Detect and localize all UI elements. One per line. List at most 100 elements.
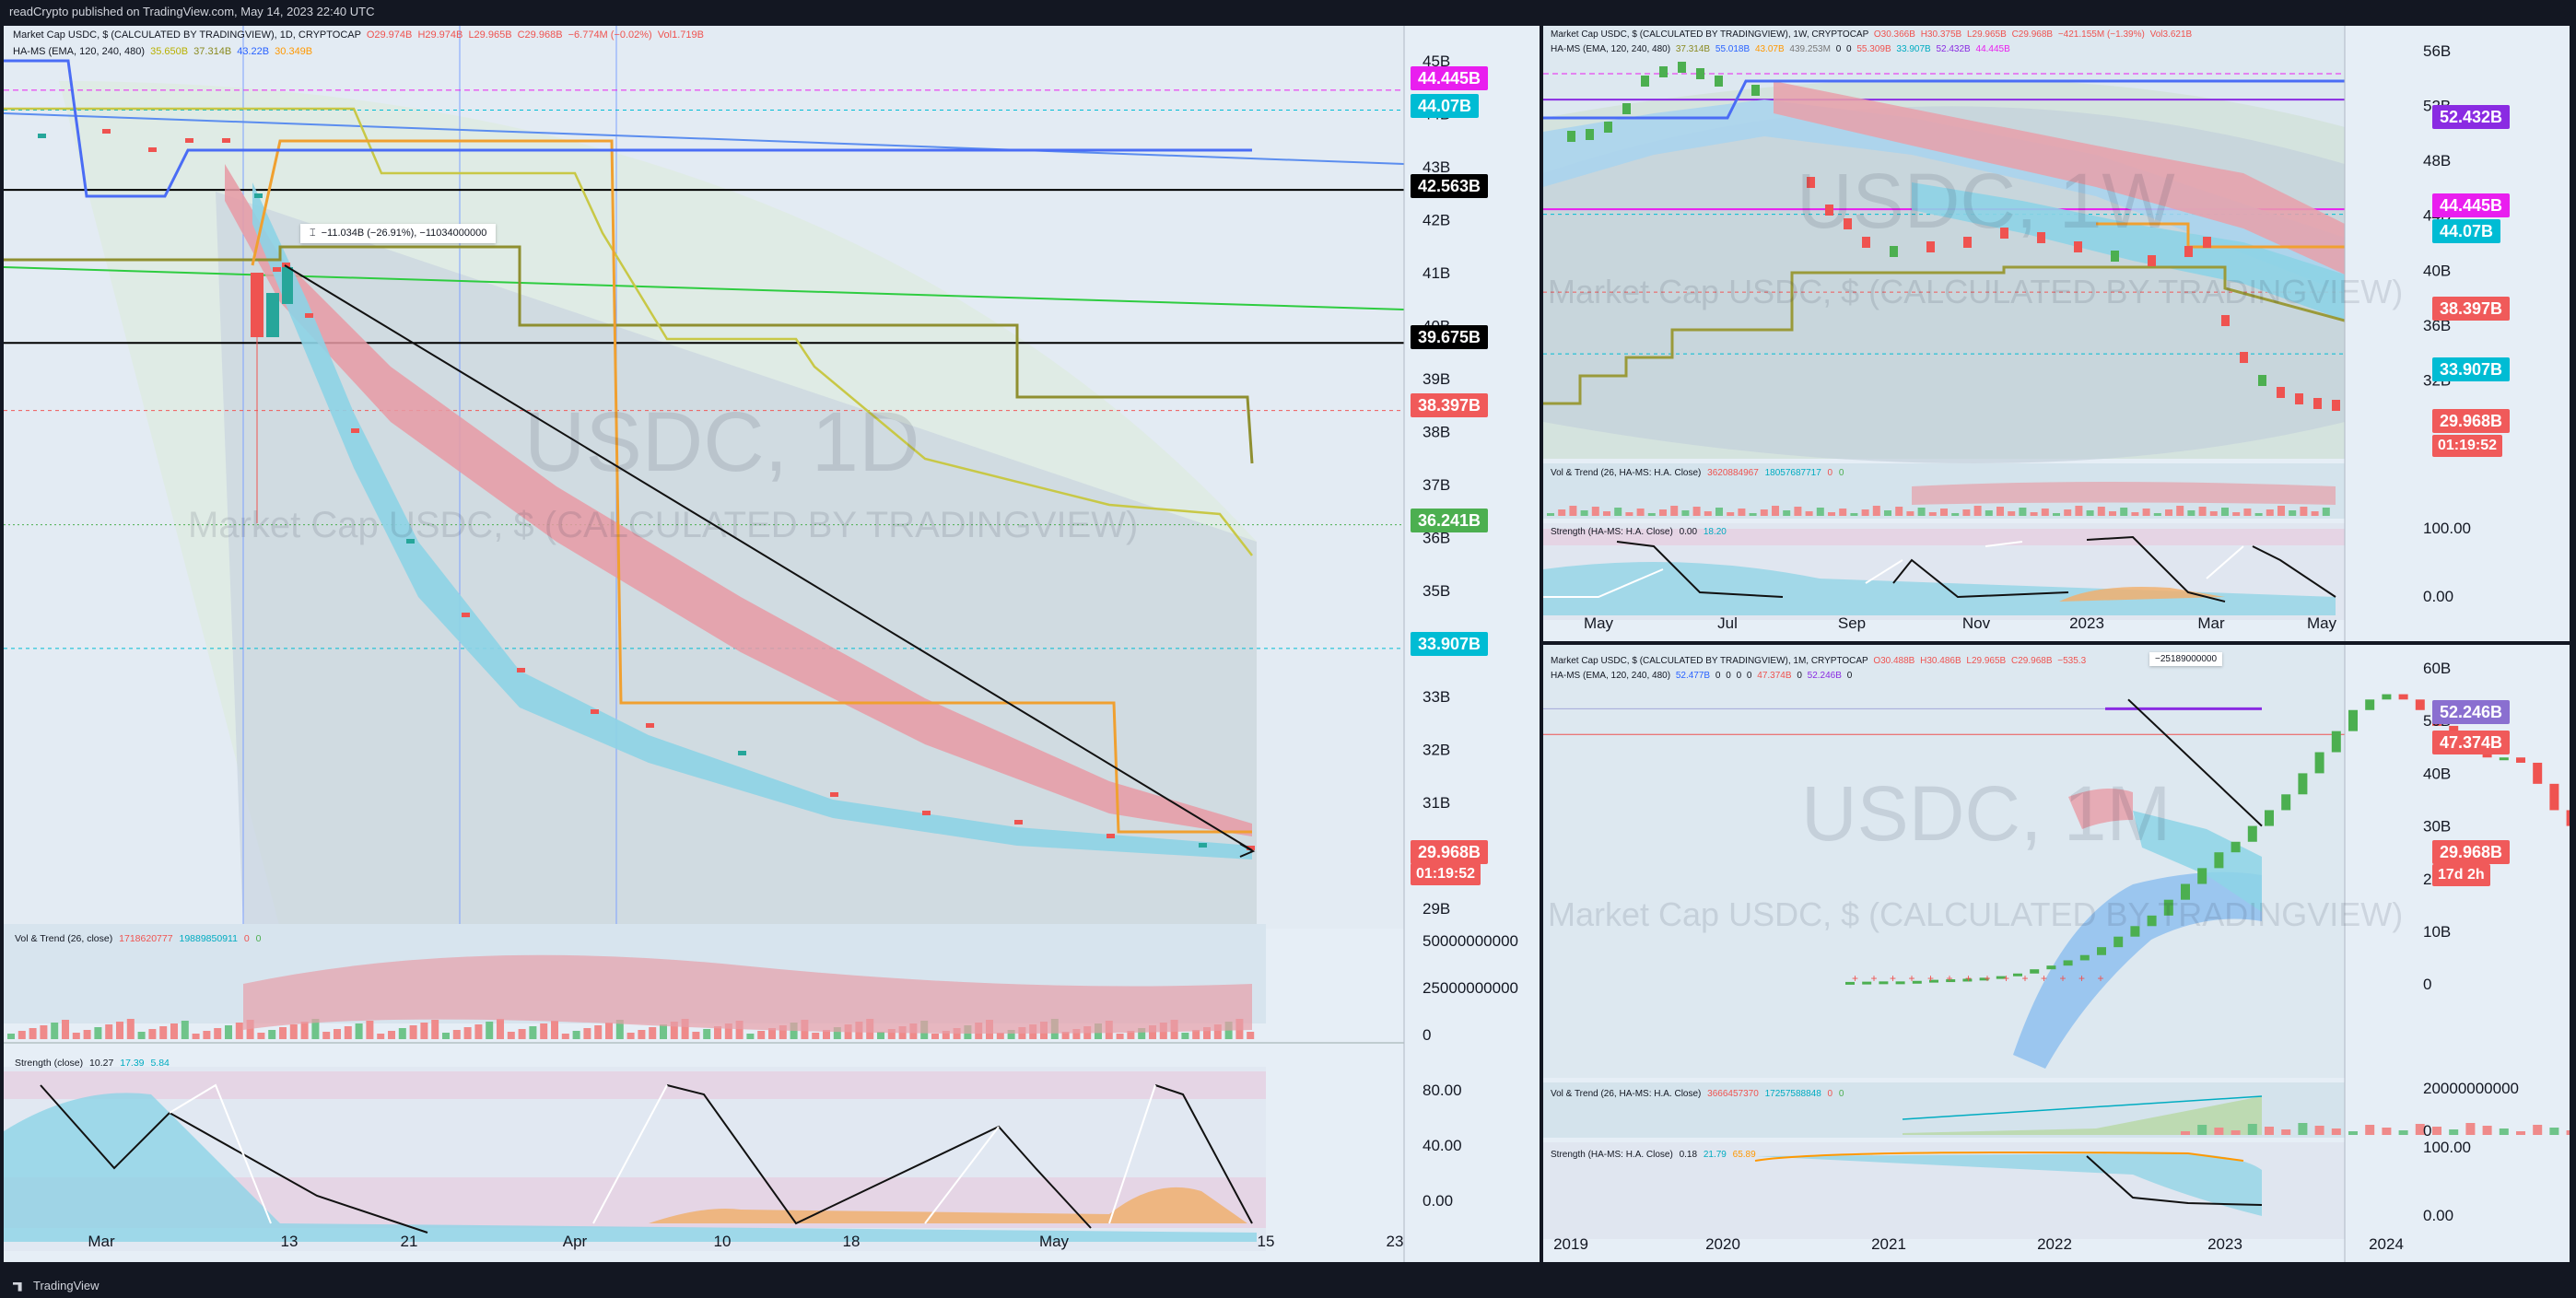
daily-vol-bar [551, 1021, 558, 1039]
daily-measure-tooltip: ⌶ −11.034B (−26.91%), −11034000000 [300, 224, 497, 243]
weekly-vol-bar [1704, 511, 1712, 516]
daily-time-axis-label: 21 [401, 1233, 418, 1250]
daily-price-axis-label: 43B [1423, 158, 1450, 176]
weekly-time-axis-label: Nov [1962, 614, 1991, 632]
monthly-vol-bar [2314, 1126, 2324, 1135]
daily-vol-bar [344, 1026, 352, 1039]
monthly-marker: + [2022, 972, 2029, 985]
weekly-vol-bar [2300, 507, 2308, 516]
daily-vol-bar [887, 1029, 896, 1039]
monthly-price-axis-label: 30B [2423, 818, 2451, 836]
monthly-price-tag: 47.374B [2432, 731, 2511, 754]
daily-vol-bar [996, 1033, 1004, 1039]
monthly-ohlc-header: Market Cap USDC, $ (CALCULATED BY TRADIN… [1551, 656, 2087, 666]
weekly-chart-svg[interactable]: 56B52B48B44B40B36B32B100.000.00MayJulSep… [1543, 26, 2570, 641]
daily-vol-bar [812, 1033, 820, 1039]
monthly-candle [2331, 731, 2341, 753]
monthly-vol-band [1903, 1096, 2262, 1135]
weekly-chart-panel[interactable]: 56B52B48B44B40B36B32B100.000.00MayJulSep… [1543, 26, 2570, 641]
daily-time-axis-label: 10 [714, 1233, 732, 1250]
weekly-vol-bar [1636, 509, 1645, 516]
weekly-vol-bar [2131, 512, 2139, 516]
weekly-price-axis-label: 36B [2423, 317, 2451, 334]
daily-vol-bar [757, 1031, 766, 1039]
tradingview-footer: TradingView [0, 1273, 2576, 1298]
daily-vol-bar [279, 1027, 287, 1039]
weekly-strength-legend: Strength (HA-MS: H.A. Close) 0.00 18.20 [1551, 527, 1727, 537]
daily-chart-svg[interactable]: 45B44B43B42B41B40B39B38B37B36B35B34B33B3… [4, 26, 1540, 1262]
weekly-candle [2221, 315, 2230, 326]
daily-candle [282, 267, 293, 304]
monthly-marker: + [1947, 972, 1953, 985]
monthly-marker: + [1985, 972, 1991, 985]
weekly-countdown: 01:19:52 [2432, 435, 2503, 457]
weekly-ohlc-header: Market Cap USDC, $ (CALCULATED BY TRADIN… [1551, 29, 2193, 40]
published-header: readCrypto published on TradingView.com,… [0, 0, 2576, 24]
weekly-cyan-ribbon [1912, 182, 2345, 321]
weekly-red-ribbon [1774, 81, 2345, 275]
daily-candle [1014, 820, 1023, 824]
monthly-candle [2197, 868, 2207, 884]
daily-price-tag: 29.968B [1411, 840, 1489, 864]
daily-vol-bar [779, 1025, 787, 1039]
weekly-vol-bar [1783, 510, 1791, 516]
weekly-candle [1715, 76, 1723, 87]
weekly-candle [2148, 255, 2156, 266]
daily-vol-bar [649, 1027, 657, 1039]
weekly-vol-bar [2041, 509, 2049, 516]
daily-vol-bar [735, 1021, 744, 1039]
monthly-candle [2549, 783, 2559, 811]
daily-vol-bar [746, 1034, 755, 1039]
monthly-chart-panel[interactable]: ++++++++++++++60B50B40B30B20B10B02000000… [1543, 645, 2570, 1262]
daily-vol-bar [398, 1028, 406, 1039]
daily-candle [1247, 846, 1255, 850]
weekly-vol-bar [1547, 513, 1554, 516]
monthly-time-axis-label: 2021 [1871, 1235, 1906, 1253]
monthly-candle [2281, 794, 2291, 811]
daily-strength-white [169, 1083, 1156, 1224]
daily-vol-bar [170, 1023, 178, 1039]
daily-vol-axis-label: 25000000000 [1423, 979, 1518, 997]
monthly-vol-bar [2549, 1128, 2559, 1135]
monthly-vol-bar [2214, 1128, 2224, 1135]
monthly-vol-axis-label: 20000000000 [2423, 1080, 2519, 1097]
weekly-vol-bar [1805, 511, 1813, 516]
daily-candle [222, 138, 230, 143]
daily-vol-bar [670, 1022, 678, 1039]
weekly-price-tag: 38.397B [2432, 297, 2511, 321]
daily-vol-bar [355, 1023, 363, 1039]
daily-candle [102, 129, 111, 134]
weekly-vol-bar [2086, 510, 2094, 516]
weekly-hams-legend: HA-MS (EMA, 120, 240, 480) 37.314B 55.01… [1551, 44, 2010, 54]
weekly-vol-bar [1872, 506, 1880, 516]
daily-vol-bar [518, 1029, 526, 1039]
daily-measure-arrow [1239, 843, 1256, 858]
monthly-candle [2063, 960, 2073, 966]
weekly-candle [2313, 398, 2322, 409]
monthly-vol-bar [2181, 1131, 2190, 1135]
daily-vol-bar [257, 1033, 265, 1039]
daily-vol-bar [463, 1027, 472, 1039]
monthly-candle [2130, 926, 2140, 937]
monthly-chart-svg[interactable]: ++++++++++++++60B50B40B30B20B10B02000000… [1543, 645, 2570, 1262]
daily-price-tag: 44.445B [1411, 66, 1489, 90]
monthly-price-axis-label: 60B [2423, 660, 2451, 677]
weekly-candle [2203, 237, 2211, 248]
daily-vol-bar [322, 1032, 331, 1039]
weekly-candle [1567, 131, 1575, 142]
daily-vol-bar [225, 1025, 232, 1039]
daily-chart-panel[interactable]: 45B44B43B42B41B40B39B38B37B36B35B34B33B3… [4, 26, 1540, 1262]
daily-vol-bar [529, 1026, 537, 1039]
daily-strength-orange [649, 1187, 1247, 1223]
weekly-vol-bar [2075, 506, 2083, 516]
weekly-vol-bar [2120, 508, 2128, 516]
daily-vol-bar [583, 1028, 591, 1039]
monthly-strength-axis-label: 100.00 [2423, 1139, 2471, 1156]
monthly-marker: + [1965, 972, 1972, 985]
daily-price-axis-label: 39B [1423, 370, 1450, 388]
daily-vol-bar [442, 1033, 450, 1039]
daily-vol-bar [692, 1032, 700, 1039]
weekly-vol-bar [2187, 510, 2195, 516]
weekly-vol-bar [2097, 507, 2105, 516]
monthly-red-ribbon [2068, 789, 2133, 829]
